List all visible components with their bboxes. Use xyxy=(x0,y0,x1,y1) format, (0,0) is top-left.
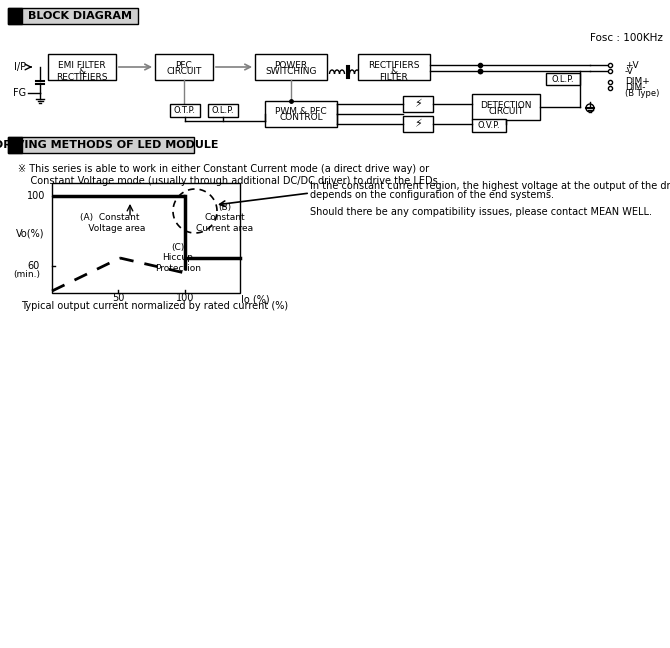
Text: CIRCUIT: CIRCUIT xyxy=(488,106,524,115)
FancyBboxPatch shape xyxy=(265,101,337,127)
Text: PFC: PFC xyxy=(176,60,192,69)
FancyBboxPatch shape xyxy=(255,54,327,80)
FancyBboxPatch shape xyxy=(52,183,240,293)
FancyBboxPatch shape xyxy=(546,73,580,85)
Text: POWER: POWER xyxy=(275,60,308,69)
Text: (min.): (min.) xyxy=(13,270,40,279)
Text: EMI FILTER: EMI FILTER xyxy=(58,60,106,69)
Text: &: & xyxy=(78,67,86,76)
Text: RECTIFIERS: RECTIFIERS xyxy=(56,73,108,82)
Text: (B)
Constant
Current area: (B) Constant Current area xyxy=(196,203,253,233)
Text: 50: 50 xyxy=(112,293,124,303)
Text: depends on the configuration of the end systems.: depends on the configuration of the end … xyxy=(310,190,554,200)
Text: O.T.P.: O.T.P. xyxy=(174,106,196,115)
Text: (C)
Hiccup
Protection: (C) Hiccup Protection xyxy=(155,243,201,273)
Text: Vo(%): Vo(%) xyxy=(16,228,44,238)
Bar xyxy=(8,137,22,153)
Text: Io (%): Io (%) xyxy=(241,295,270,305)
Text: -V: -V xyxy=(625,67,634,76)
Text: 100: 100 xyxy=(27,191,45,201)
FancyBboxPatch shape xyxy=(403,96,433,112)
FancyBboxPatch shape xyxy=(208,104,238,117)
Text: ※ This series is able to work in either Constant Current mode (a direct drive wa: ※ This series is able to work in either … xyxy=(18,164,441,185)
Text: Typical output current normalized by rated current (%): Typical output current normalized by rat… xyxy=(21,301,289,311)
FancyBboxPatch shape xyxy=(8,8,138,24)
FancyBboxPatch shape xyxy=(472,119,506,132)
FancyBboxPatch shape xyxy=(472,94,540,120)
Text: BLOCK DIAGRAM: BLOCK DIAGRAM xyxy=(28,11,132,21)
Text: (A)  Constant
     Voltage area: (A) Constant Voltage area xyxy=(74,213,145,233)
Text: &: & xyxy=(391,67,397,76)
Text: I/P: I/P xyxy=(14,62,26,72)
Text: (B Type): (B Type) xyxy=(625,89,659,98)
Text: 60: 60 xyxy=(27,261,40,271)
Text: O.L.P.: O.L.P. xyxy=(212,106,234,115)
Text: CONTROL: CONTROL xyxy=(279,113,323,122)
FancyBboxPatch shape xyxy=(170,104,200,117)
Text: +V: +V xyxy=(625,60,639,69)
Text: CIRCUIT: CIRCUIT xyxy=(166,67,202,76)
Text: DIM+: DIM+ xyxy=(625,78,650,86)
FancyBboxPatch shape xyxy=(48,54,116,80)
Text: FG: FG xyxy=(13,88,27,98)
Text: ⚡: ⚡ xyxy=(414,119,422,129)
FancyBboxPatch shape xyxy=(358,54,430,80)
FancyBboxPatch shape xyxy=(403,116,433,132)
Text: DETECTION: DETECTION xyxy=(480,100,532,110)
Text: 100: 100 xyxy=(176,293,194,303)
Text: In the constant current region, the highest voltage at the output of the driver: In the constant current region, the high… xyxy=(310,181,670,191)
Text: Fosc : 100KHz: Fosc : 100KHz xyxy=(590,33,663,43)
Text: Should there be any compatibility issues, please contact MEAN WELL.: Should there be any compatibility issues… xyxy=(310,207,652,217)
Bar xyxy=(8,8,22,24)
FancyBboxPatch shape xyxy=(155,54,213,80)
Text: ⚡: ⚡ xyxy=(414,99,422,109)
Text: SWITCHING: SWITCHING xyxy=(265,67,317,76)
Text: O.V.P.: O.V.P. xyxy=(478,121,500,130)
FancyBboxPatch shape xyxy=(8,137,194,153)
Text: DIM-: DIM- xyxy=(625,84,645,93)
Text: RECTIFIERS: RECTIFIERS xyxy=(369,60,419,69)
Text: DRIVING METHODS OF LED MODULE: DRIVING METHODS OF LED MODULE xyxy=(0,140,218,150)
Text: PWM & PFC: PWM & PFC xyxy=(275,106,327,115)
Text: O.L.P.: O.L.P. xyxy=(551,75,574,84)
Text: FILTER: FILTER xyxy=(380,73,409,82)
